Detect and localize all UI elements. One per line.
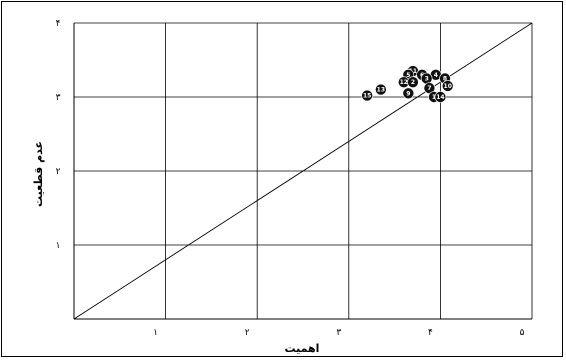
data-point: 7 [423, 82, 436, 94]
axes [73, 23, 532, 320]
data-point-marker [441, 80, 454, 92]
data-point-label: 7 [427, 85, 431, 92]
data-point-label: 4 [434, 72, 438, 79]
data-point-marker [434, 91, 447, 103]
data-point-label: 2 [411, 79, 415, 86]
y-tick-label: ۴ [56, 19, 61, 29]
x-axis-title: اهمیت [285, 342, 320, 355]
data-point: 3 [420, 72, 433, 85]
data-point-marker [407, 76, 419, 88]
data-point-label: 14 [436, 94, 444, 101]
data-point-label: 8 [443, 76, 447, 83]
data-point: 15 [361, 89, 373, 102]
data-point-label: 12 [400, 79, 408, 86]
y-axis-title: عدم قطعیت [32, 141, 45, 207]
data-point-label: 10 [444, 83, 452, 90]
y-tick-label: ۳ [56, 93, 61, 103]
data-point-label: 5 [406, 72, 410, 79]
data-point: 14 [434, 91, 447, 103]
reference-line-group [73, 22, 533, 320]
data-point-label: 9 [406, 90, 410, 97]
data-points: 114568312271013911415 [361, 65, 454, 103]
data-point-label: 1 [432, 94, 436, 101]
data-point: 13 [375, 83, 387, 96]
data-point-marker [402, 87, 415, 100]
data-point-label: 3 [425, 76, 429, 83]
x-tick-label: ۴ [428, 328, 433, 338]
data-point-marker [361, 89, 373, 102]
data-point: 10 [441, 80, 454, 92]
x-tick-label: ۵ [520, 328, 525, 338]
data-point-label: 15 [363, 93, 371, 100]
reference-line [73, 22, 533, 320]
data-point-marker [375, 83, 387, 96]
data-point: 12 [397, 76, 410, 88]
data-point: 2 [407, 76, 419, 88]
x-tick-label: ۱ [153, 328, 158, 338]
tick-labels: ۱ ۲ ۳ ۴ ۵ ۱ ۲ ۳ ۴ [56, 19, 525, 338]
x-tick-label: ۳ [336, 328, 341, 338]
y-tick-label: ۱ [56, 241, 61, 251]
x-tick-label: ۲ [245, 328, 250, 338]
data-point-label: 13 [377, 87, 385, 94]
y-tick-label: ۲ [56, 167, 61, 177]
data-point: 9 [402, 87, 415, 100]
